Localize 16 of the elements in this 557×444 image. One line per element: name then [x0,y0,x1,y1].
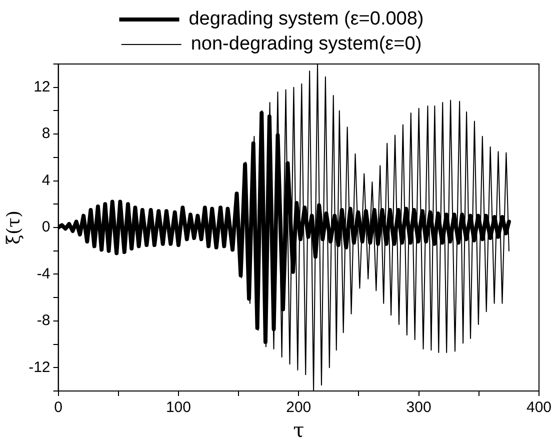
x-tick-label: 300 [406,399,432,416]
x-tick-label: 0 [54,399,62,416]
x-axis-title: τ [293,418,304,442]
y-tick-label: -12 [28,358,50,376]
legend-label: degrading system (ε=0.008) [188,8,424,30]
legend-label: non-degrading system(ε=0) [190,34,422,55]
y-axis-title: ξ(τ) [3,210,24,244]
y-tick-label: -8 [36,312,50,330]
x-tick-label: 200 [286,399,312,416]
y-tick-label: 4 [42,172,50,189]
y-tick-label: 8 [42,125,50,142]
y-tick-label: -4 [36,265,50,282]
y-tick-label: 0 [42,218,50,236]
x-tick-label: 400 [526,399,552,416]
y-tick-label: 12 [34,78,50,96]
x-tick-label: 100 [166,399,191,416]
